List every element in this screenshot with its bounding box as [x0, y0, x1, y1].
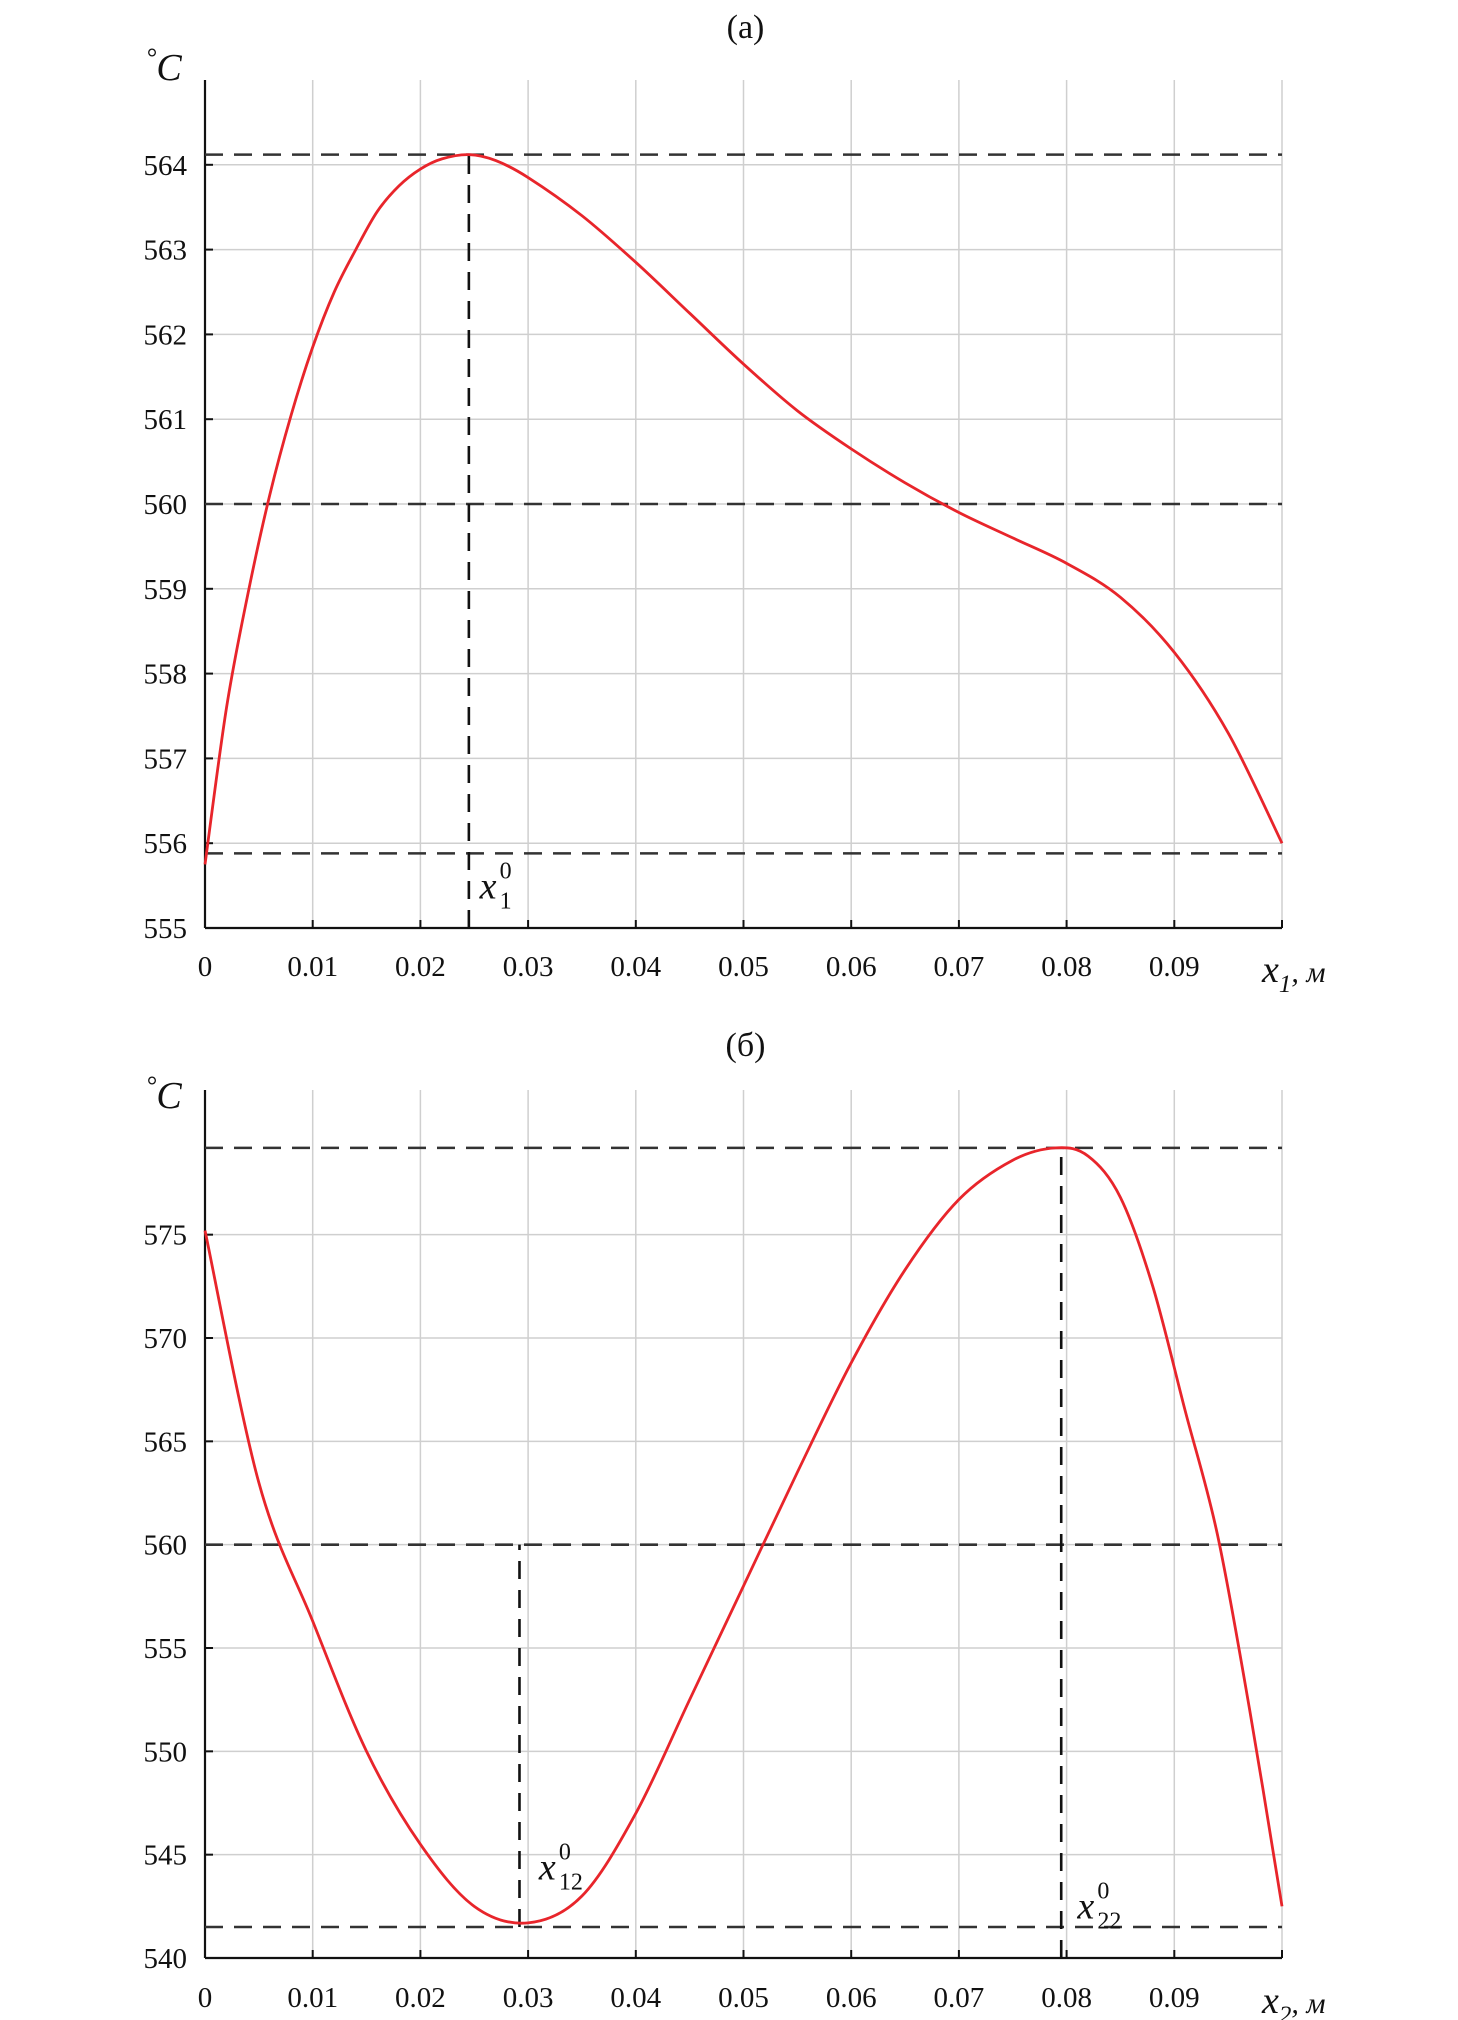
y-tick-label: 550 — [144, 1736, 188, 1768]
x-tick-label: 0.04 — [610, 1982, 661, 2014]
x-tick-label: 0.01 — [287, 1982, 338, 2014]
y-tick-label: 555 — [144, 913, 188, 945]
chart-panel-2: 0 0.01 0.02 0.03 0.04 0.05 0.06 0.07 0.08 0.09 540… — [144, 1027, 1326, 2020]
annotation-superscript: 0 — [559, 1839, 571, 1865]
x-tick-label: 0.06 — [826, 1982, 877, 2014]
y-unit-degree: ° — [146, 43, 156, 72]
x-tick-label: 0.08 — [1041, 1982, 1092, 2014]
annotation-subscript: 22 — [1097, 1909, 1121, 1935]
y-tick-label: 540 — [144, 1943, 188, 1975]
y-unit-degree: ° — [146, 1071, 156, 1100]
chart-panel-1: 0 0.01 0.02 0.03 0.04 0.05 0.06 0.07 0.08 0.09 555… — [144, 9, 1326, 998]
annotation-subscript: 12 — [559, 1869, 583, 1895]
y-tick-label: 563 — [144, 235, 188, 267]
series-line-1 — [203, 153, 1284, 865]
annotation-base: x — [1076, 1886, 1094, 1928]
y-tick-label: 556 — [144, 828, 188, 860]
y-tick-label: 545 — [144, 1840, 188, 1872]
x-tick-label: 0.03 — [503, 1982, 554, 2014]
x-axis-unit: , м — [1291, 956, 1325, 989]
y-axis-unit: °C — [146, 1071, 182, 1117]
x-axis-variable: x — [1261, 1980, 1279, 2020]
x-axis-label: x2, м — [1261, 1980, 1326, 2020]
x-axis-subscript: 1 — [1279, 971, 1292, 998]
point-annotation-1: x — [479, 865, 497, 907]
x-tick-label: 0.07 — [934, 951, 985, 983]
x-tick-label: 0.03 — [503, 951, 554, 983]
y-tick-label: 559 — [144, 574, 188, 606]
panel-label: (a) — [727, 9, 765, 46]
annotation-base: x — [538, 1846, 556, 1888]
x-tick-label: 0.02 — [395, 951, 446, 983]
annotation-superscript: 0 — [500, 858, 512, 884]
y-axis-unit: °C — [146, 43, 182, 89]
x-axis-subscript: 2 — [1279, 2002, 1292, 2020]
y-tick-label: 575 — [144, 1220, 188, 1252]
x-tick-label: 0 — [198, 1982, 213, 2014]
point-annotation-2: x — [1076, 1886, 1094, 1928]
annotation-superscript: 0 — [1097, 1879, 1109, 1905]
x-tick-label: 0.09 — [1149, 951, 1200, 983]
y-tick-label: 565 — [144, 1426, 188, 1458]
x-tick-label: 0.02 — [395, 1982, 446, 2014]
y-tick-label: 560 — [144, 489, 188, 521]
y-unit-letter: C — [156, 47, 182, 89]
y-tick-label: 555 — [144, 1633, 188, 1665]
annotation-subscript: 1 — [500, 888, 512, 914]
y-tick-label: 558 — [144, 659, 188, 691]
x-tick-label: 0.05 — [718, 1982, 769, 2014]
x-tick-label: 0.05 — [718, 951, 769, 983]
x-axis-label: x1, м — [1261, 949, 1326, 998]
y-tick-label: 557 — [144, 743, 188, 775]
annotation-base: x — [479, 865, 497, 907]
y-tick-label: 562 — [144, 319, 188, 351]
series-line-1 — [203, 1146, 1284, 1925]
x-tick-label: 0.09 — [1149, 1982, 1200, 2014]
x-tick-label: 0.06 — [826, 951, 877, 983]
x-tick-label: 0.04 — [610, 951, 661, 983]
x-tick-label: 0.07 — [934, 1982, 985, 2014]
x-tick-label: 0.08 — [1041, 951, 1092, 983]
panel-label: (б) — [726, 1027, 766, 1064]
y-unit-letter: C — [156, 1075, 182, 1117]
x-axis-variable: x — [1261, 949, 1279, 991]
y-tick-label: 560 — [144, 1530, 188, 1562]
y-tick-label: 561 — [144, 404, 188, 436]
y-tick-label: 570 — [144, 1323, 188, 1355]
x-tick-label: 0.01 — [287, 951, 338, 983]
x-tick-label: 0 — [198, 951, 213, 983]
x-axis-unit: , м — [1291, 1987, 1325, 2020]
point-annotation-1: x — [538, 1846, 556, 1888]
y-tick-label: 564 — [144, 150, 188, 182]
